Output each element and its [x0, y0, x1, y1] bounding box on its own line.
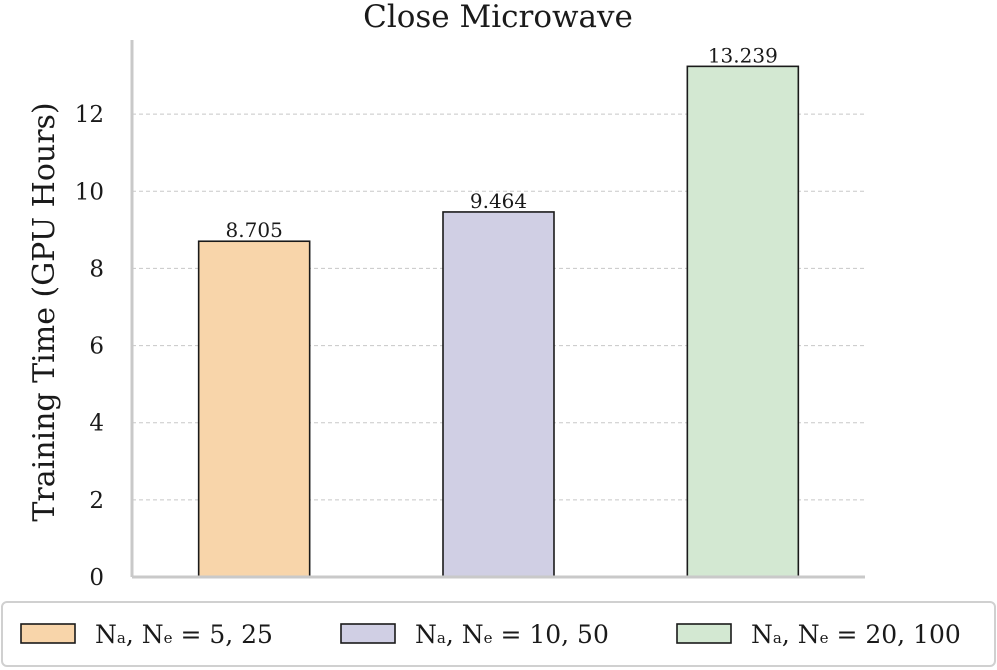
legend-subscript: e	[484, 629, 493, 647]
legend-label-part: N	[751, 620, 773, 649]
legend-label-part: N	[415, 620, 437, 649]
legend-subscript: e	[164, 629, 173, 647]
legend-label: Na, Ne = 5, 25	[95, 620, 273, 649]
chart-title: Close Microwave	[363, 0, 633, 35]
bar	[686, 65, 800, 578]
y-tick-label: 2	[89, 488, 104, 514]
legend-swatch	[340, 623, 396, 644]
legend: Na, Ne = 5, 25 Na, Ne = 10, 50 Na, Ne = 20…	[1, 601, 996, 667]
legend-subscript: a	[773, 629, 782, 647]
legend-swatch	[20, 623, 76, 644]
legend-frame	[1, 601, 996, 667]
legend-swatch	[676, 623, 732, 644]
y-tick-label: 12	[75, 102, 104, 128]
bar	[442, 211, 555, 578]
y-tick-label: 10	[75, 179, 104, 205]
bar	[197, 240, 311, 578]
legend-label-part: = 20, 100	[829, 620, 961, 649]
y-tick-label: 8	[89, 256, 104, 282]
legend-label-part: , N	[126, 620, 164, 649]
bar-value-label: 8.705	[226, 218, 283, 242]
legend-label-part: , N	[782, 620, 820, 649]
legend-label-part: , N	[446, 620, 484, 649]
legend-subscript: a	[437, 629, 446, 647]
legend-label-part: N	[95, 620, 117, 649]
bar-value-label: 9.464	[470, 189, 527, 213]
axes	[130, 40, 865, 579]
y-tick-label: 0	[89, 565, 104, 591]
legend-subscript: e	[820, 629, 829, 647]
y-tick-label: 6	[89, 334, 104, 360]
legend-subscript: a	[117, 629, 126, 647]
legend-label-part: = 5, 25	[173, 620, 273, 649]
legend-label-part: = 10, 50	[493, 620, 609, 649]
bar-value-label: 13.239	[708, 43, 778, 67]
bars: 8.705 9.464 13.239	[197, 43, 800, 578]
y-ticks: 0 2 4 6 8 10 12	[75, 102, 104, 591]
legend-label: Na, Ne = 10, 50	[415, 620, 609, 649]
legend-label: Na, Ne = 20, 100	[751, 620, 961, 649]
y-tick-label: 4	[89, 411, 104, 437]
y-axis-label: Training Time (GPU Hours)	[27, 102, 62, 521]
